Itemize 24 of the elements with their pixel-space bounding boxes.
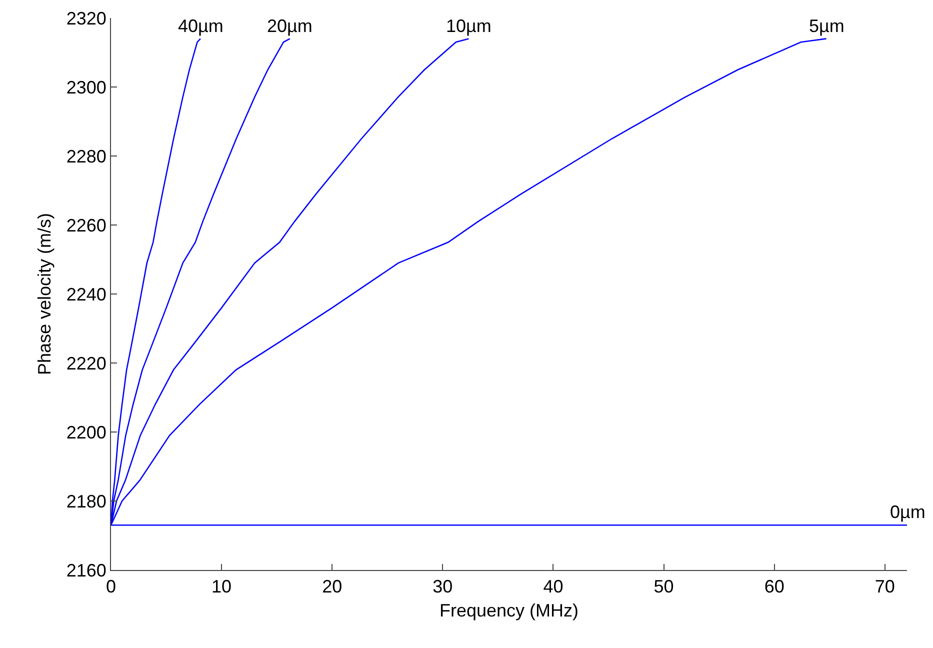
x-tick-label: 10 <box>212 576 232 597</box>
series-label: 40µm <box>178 16 224 36</box>
x-tick-label: 50 <box>654 576 674 597</box>
x-axis-title: Frequency (MHz) <box>439 600 579 621</box>
y-tick-label: 2320 <box>66 8 106 28</box>
x-tick-label: 60 <box>764 576 784 597</box>
y-tick-label: 2300 <box>66 77 106 98</box>
x-tick-label: 40 <box>543 576 564 597</box>
y-tick-label: 2280 <box>66 146 106 166</box>
y-tick-label: 2160 <box>66 560 106 580</box>
y-tick-label: 2200 <box>66 422 106 442</box>
y-tick-label: 2260 <box>66 215 106 236</box>
series-label: 20µm <box>267 16 312 36</box>
x-tick-label: 70 <box>874 576 895 597</box>
y-tick-label: 2180 <box>66 491 106 512</box>
x-tick-label: 0 <box>106 576 116 597</box>
series-label: 5µm <box>809 16 844 36</box>
x-tick-label: 30 <box>432 576 453 597</box>
y-axis-title: Phase velocity (m/s) <box>34 212 55 376</box>
series-label: 0µm <box>890 502 926 522</box>
x-tick-label: 20 <box>322 576 342 597</box>
y-tick-label: 2240 <box>66 284 106 304</box>
series-label: 10µm <box>446 16 492 36</box>
y-tick-label: 2220 <box>66 353 106 374</box>
